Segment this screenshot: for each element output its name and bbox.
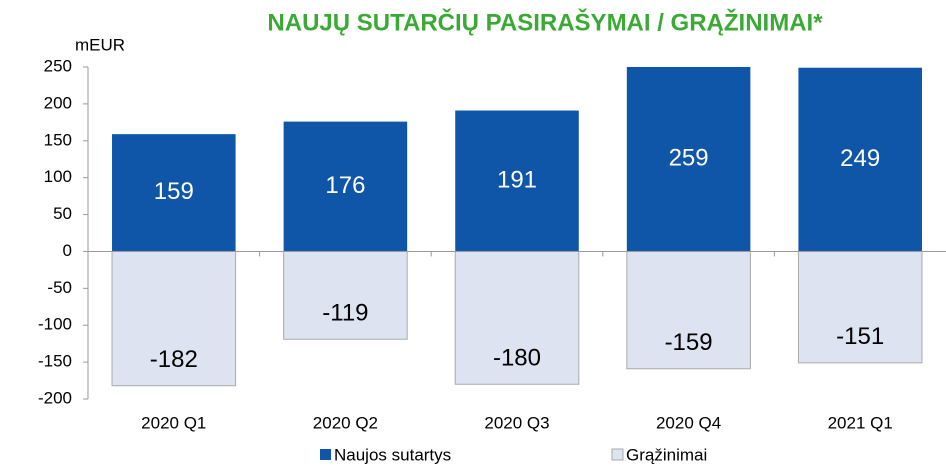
bar — [283, 121, 408, 252]
y-tick-label: 250 — [44, 56, 72, 75]
x-tick-label: 2020 Q2 — [313, 413, 378, 432]
value-label: -180 — [493, 345, 541, 372]
value-label: -119 — [322, 300, 368, 327]
value-label: 159 — [154, 178, 194, 205]
plot-area — [111, 67, 923, 387]
legend-label: Grąžinimai — [626, 445, 707, 464]
chart-title: NAUJŲ SUTARČIŲ PASIRAŠYMAI / GRĄŽINIMAI* — [267, 8, 823, 36]
bar — [111, 250, 237, 387]
value-label: -151 — [836, 323, 884, 350]
value-label: 259 — [669, 145, 709, 172]
y-tick-label: -200 — [38, 388, 72, 407]
y-tick-label: 0 — [63, 241, 72, 260]
bar — [455, 110, 579, 252]
bar — [283, 250, 408, 340]
x-tick-label: 2020 Q3 — [484, 413, 549, 432]
y-tick-label: 50 — [53, 204, 72, 223]
x-tick-label: 2020 Q1 — [141, 413, 206, 432]
y-axis-label: mEUR — [75, 35, 125, 54]
x-tick-label: 2021 Q1 — [828, 413, 893, 432]
y-tick-label: 150 — [44, 130, 72, 149]
value-label: 176 — [325, 172, 365, 199]
value-label: 191 — [497, 166, 537, 193]
bar — [454, 250, 580, 385]
y-tick-label: 200 — [44, 93, 72, 112]
y-tick-label: -50 — [47, 278, 72, 297]
bar — [112, 134, 236, 252]
y-tick-label: 100 — [44, 167, 72, 186]
value-label: -182 — [150, 346, 198, 373]
y-tick-label: -150 — [38, 352, 72, 371]
legend-label: Naujos sutartys — [334, 445, 451, 464]
value-label: -159 — [665, 329, 713, 356]
value-label: 249 — [840, 145, 880, 172]
y-tick-label: -100 — [38, 315, 72, 334]
bar — [626, 67, 751, 252]
x-tick-label: 2020 Q4 — [656, 413, 721, 432]
legend-swatch — [320, 449, 331, 460]
legend-swatch — [611, 448, 624, 461]
bar — [626, 250, 751, 370]
bar — [798, 67, 922, 252]
bar — [797, 250, 923, 364]
